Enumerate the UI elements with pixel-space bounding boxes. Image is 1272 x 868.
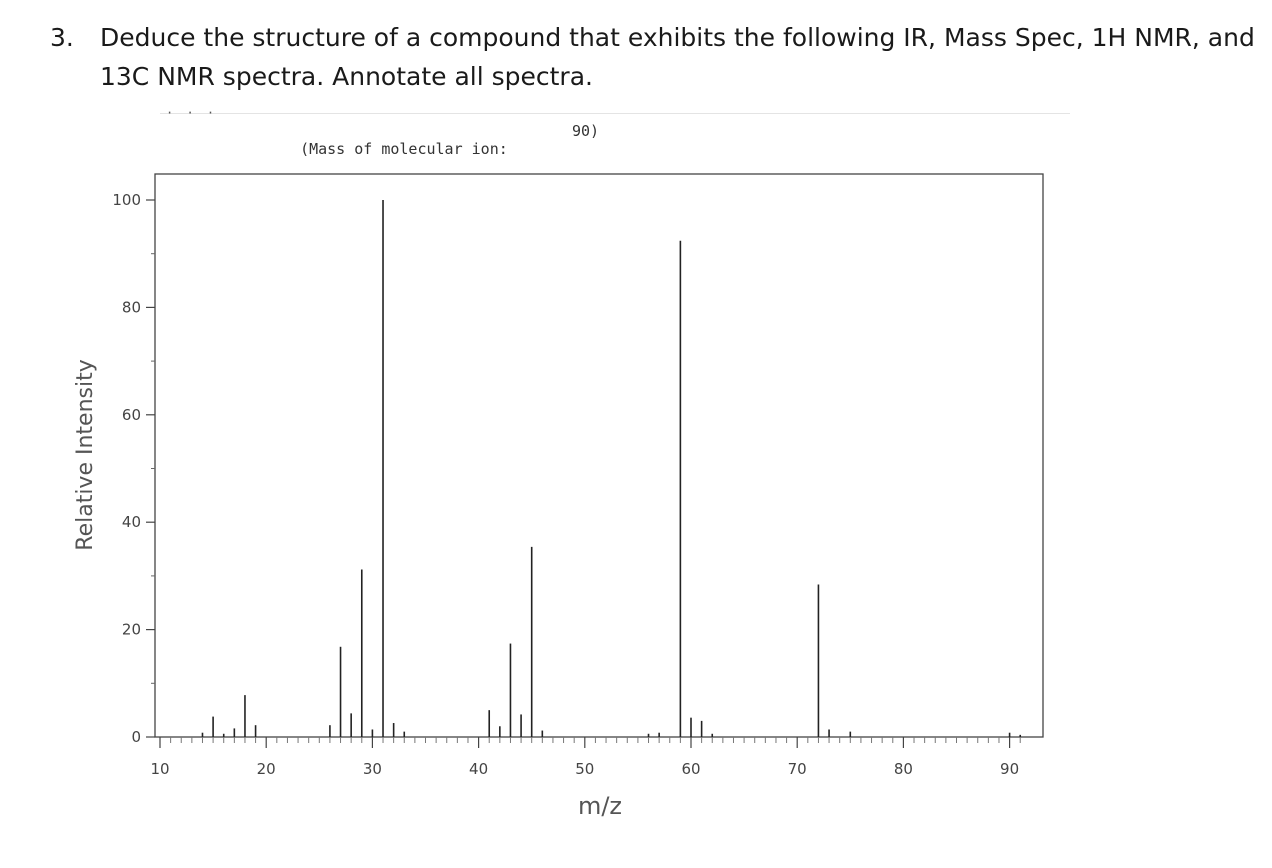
molecular-ion-note: (Mass of molecular ion: 90) <box>282 122 599 176</box>
cropped-header-text: · · · <box>166 106 218 120</box>
x-tick-label: 40 <box>469 760 488 778</box>
y-tick-label: 0 <box>131 728 141 746</box>
y-tick-label: 40 <box>122 513 141 531</box>
x-tick-label: 90 <box>1000 760 1019 778</box>
minor-ticks <box>170 737 1021 743</box>
y-tick-label: 60 <box>122 406 141 424</box>
x-tick-label: 20 <box>257 760 276 778</box>
y-axis-label: Relative Intensity <box>73 359 98 550</box>
plot-frame <box>154 173 1044 738</box>
y-tick-label: 80 <box>122 298 141 316</box>
x-axis: 10 20 30 40 50 60 70 80 90 <box>150 737 1019 778</box>
x-tick-label: 80 <box>894 760 913 778</box>
y-axis: 0 20 40 60 80 100 <box>112 191 155 746</box>
x-tick-label: 60 <box>681 760 700 778</box>
peaks <box>201 200 1022 737</box>
molecular-ion-label: (Mass of molecular ion: <box>300 140 508 158</box>
question-text: Deduce the structure of a compound that … <box>100 23 1255 91</box>
x-tick-label: 10 <box>150 760 169 778</box>
y-tick-label: 100 <box>112 191 141 209</box>
question-number: 3. <box>50 23 74 52</box>
x-tick-label: 30 <box>363 760 382 778</box>
y-tick-label: 20 <box>122 621 141 639</box>
header-divider <box>160 113 1070 114</box>
molecular-ion-value: 90) <box>572 122 600 140</box>
x-axis-label: m/z <box>578 792 622 820</box>
x-tick-label: 70 <box>788 760 807 778</box>
x-tick-label: 50 <box>575 760 594 778</box>
